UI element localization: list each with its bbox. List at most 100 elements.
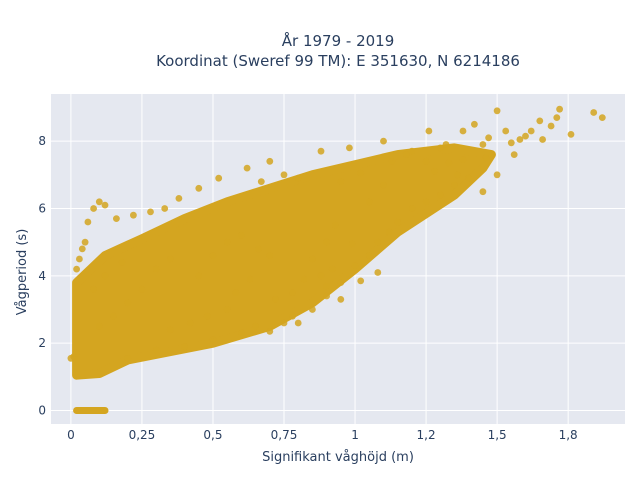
scatter-point-89 [232, 289, 240, 297]
scatter-point-41 [81, 238, 89, 246]
scatter-point-63 [266, 328, 274, 335]
scatter-point-30 [215, 174, 223, 182]
y-tick-label-3: 6 [38, 201, 46, 215]
x-tick-label-4: 1 [351, 428, 359, 442]
x-tick-label-7: 1,8 [559, 428, 578, 442]
scatter-point-72 [300, 275, 308, 283]
scatter-point-24 [493, 171, 501, 179]
scatter-point-91 [203, 312, 211, 320]
chart-title: År 1979 - 2019 [282, 31, 395, 50]
y-tick-label-0: 0 [38, 404, 46, 418]
scatter-point-52 [337, 279, 345, 286]
scatter-point-0 [590, 109, 598, 116]
scatter-point-34 [147, 208, 154, 216]
scatter-point-43 [76, 255, 83, 263]
scatter-point-39 [90, 205, 97, 212]
scatter-point-16 [459, 127, 467, 135]
scatter-point-117 [294, 174, 302, 182]
scatter-point-59 [422, 198, 430, 206]
scatter-point-106 [388, 157, 396, 165]
scatter-point-64 [280, 319, 288, 327]
scatter-point-102 [95, 322, 103, 330]
scatter-point-33 [161, 205, 169, 212]
scatter-point-111 [459, 156, 467, 164]
scatter-point-65 [238, 329, 245, 337]
scatter-point-73 [317, 272, 325, 280]
scatter-point-78 [380, 181, 387, 189]
scatter-point-81 [357, 277, 365, 285]
scatter-point-110 [453, 171, 461, 179]
x-axis-title: Signifikant våghöjd (m) [262, 450, 414, 465]
scatter-point-31 [195, 184, 203, 192]
y-tick-label-1: 2 [38, 336, 46, 350]
scatter-point-93 [166, 326, 174, 334]
scatter-point-66 [209, 336, 217, 344]
scatter-point-57 [394, 218, 402, 226]
chart-subtitle: Koordinat (Sweref 99 TM): E 351630, N 62… [156, 52, 520, 70]
scatter-point-119 [257, 178, 265, 186]
scatter-point-51 [323, 292, 330, 300]
scatter-point-37 [101, 201, 109, 209]
scatter-point-109 [445, 159, 453, 167]
scatter-point-26 [346, 144, 353, 152]
scatter-point-94 [195, 272, 203, 280]
scatter-point-85 [238, 232, 245, 239]
scatter-point-100 [124, 299, 132, 307]
scatter-point-112 [507, 139, 515, 147]
scatter-point-107 [402, 151, 410, 159]
scatter-point-14 [482, 154, 490, 162]
scatter-point-74 [328, 265, 336, 273]
scatter-point-36 [113, 215, 120, 223]
scatter-point-80 [337, 296, 345, 303]
scatter-point-42 [78, 245, 86, 253]
scatter-point-56 [385, 228, 393, 236]
dense-point-cloud [72, 143, 496, 380]
scatter-point-105 [118, 259, 126, 266]
y-axis-title: Vågperiod (s) [15, 229, 30, 316]
scatter-point-15 [471, 120, 478, 128]
scatter-point-68 [152, 346, 160, 354]
scatter-point-6 [536, 117, 544, 125]
scatter-point-28 [266, 157, 274, 165]
scatter-point-84 [331, 221, 339, 229]
scatter-point-62 [252, 322, 259, 330]
scatter-point-46 [67, 354, 75, 362]
scatter-point-87 [266, 252, 274, 259]
scatter-point-97 [166, 255, 174, 263]
scatter-point-116 [337, 178, 345, 186]
scatter-point-71 [289, 289, 296, 297]
scatter-point-19 [425, 127, 433, 135]
scatter-point-9 [510, 151, 518, 159]
scatter-point-8 [516, 136, 524, 143]
scatter-point-38 [95, 198, 103, 206]
scatter-point-82 [374, 269, 382, 276]
scatter-point-54 [365, 252, 373, 259]
scatter-point-55 [374, 238, 382, 246]
scatter-point-61 [451, 181, 458, 189]
scatter-point-98 [152, 265, 160, 273]
scatter-point-96 [223, 238, 231, 246]
scatter-point-99 [138, 285, 146, 293]
scatter-point-101 [110, 312, 117, 320]
scatter-point-27 [317, 147, 325, 155]
scatter-point-114 [539, 136, 546, 143]
scatter-point-53 [351, 262, 359, 270]
scatter-point-88 [246, 275, 254, 283]
scatter-point-118 [280, 171, 288, 179]
scatter-point-83 [348, 240, 356, 248]
scatter-point-76 [323, 238, 330, 246]
scatter-point-12 [485, 134, 492, 142]
x-tick-label-3: 0,75 [271, 428, 298, 442]
scatter-point-2 [567, 131, 575, 138]
scatter-point-29 [243, 164, 251, 172]
x-tick-label-5: 1,2 [417, 428, 436, 442]
scatter-point-23 [479, 188, 487, 196]
x-tick-label-0: 0 [67, 428, 75, 442]
scatter-points [67, 105, 606, 415]
scatter-point-75 [309, 255, 316, 263]
scatter-point-7 [527, 127, 535, 135]
scatter-point-32 [175, 195, 183, 202]
scatter-point-50 [309, 306, 316, 313]
